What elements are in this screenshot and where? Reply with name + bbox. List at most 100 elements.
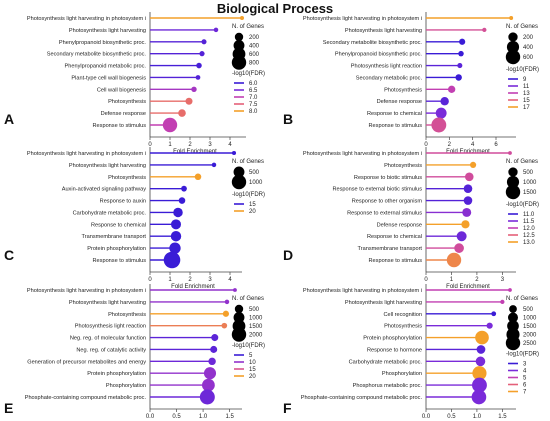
x-tick-label: 3 [208, 142, 212, 148]
lollipop-point [454, 243, 464, 253]
category-label: Response to hormone [367, 347, 422, 353]
size-legend-label: 2000 [523, 333, 537, 339]
x-tick-label: 0 [424, 142, 428, 148]
x-tick-label: 2 [188, 142, 192, 148]
lollipop-point [482, 27, 487, 33]
lollipop-point [199, 51, 205, 57]
color-legend-label: 3 [523, 362, 527, 368]
lollipop-point [469, 161, 477, 168]
panel-a: 0 1 2 3 4 Fold Enrichment Photosynthesis light… [4, 12, 265, 155]
x-tick-label: 1.0 [199, 414, 208, 420]
lollipop-point [221, 322, 228, 329]
lollipop-point [476, 345, 486, 354]
lollipop-point [462, 207, 472, 217]
x-tick-label: 3 [208, 277, 212, 283]
size-legend-dot [506, 40, 520, 54]
size-legend-label: 500 [249, 170, 260, 176]
size-legend-label: 1500 [523, 324, 537, 330]
category-label: Photosynthesis [108, 99, 146, 105]
category-label: Response to stimulus [369, 258, 423, 264]
category-label: Photosynthesis [384, 163, 422, 169]
size-legend-title: N. of Genes [506, 24, 538, 30]
lollipop-point [463, 196, 473, 205]
color-legend-label: 5 [249, 353, 253, 359]
color-legend-label: 10 [249, 360, 256, 366]
color-legend-label: 20 [249, 209, 256, 215]
lollipop-point [196, 62, 202, 69]
color-legend-label: 15 [523, 98, 530, 104]
color-legend-title: -log10(FDR) [506, 352, 539, 358]
lollipop-point [472, 366, 487, 381]
color-legend-label: 6.5 [249, 88, 258, 94]
lollipop-point [224, 299, 230, 305]
category-label: Photosynthesis [384, 87, 422, 93]
lollipop-point [201, 378, 215, 392]
category-label: Neg. reg. of molecular function [70, 336, 146, 342]
size-legend-label: 200 [249, 35, 260, 41]
x-tick-label: 1 [168, 142, 172, 148]
color-legend-label: 13.0 [523, 240, 535, 246]
panel-label: D [283, 247, 293, 263]
category-label: Photosynthesis [108, 312, 146, 318]
category-label: Phenylpropanoid biosynthetic proc. [59, 40, 147, 46]
x-axis-label: Fold Enrichment [171, 284, 215, 290]
lollipop-point [210, 345, 218, 353]
color-legend-label: 15 [249, 202, 256, 208]
size-legend-title: N. of Genes [232, 159, 264, 165]
category-label: Response to external biotic stimulus [332, 187, 422, 193]
lollipop-point [491, 311, 497, 317]
lollipop-point [169, 242, 181, 254]
category-label: Response to chemical [91, 222, 146, 228]
category-label: Photosynthesis light harvesting [345, 300, 422, 306]
size-legend-title: N. of Genes [506, 159, 538, 165]
category-label: Response to stimulus [93, 123, 147, 129]
category-label: Response to stimulus [369, 123, 423, 129]
color-legend-label: 5 [523, 376, 527, 382]
panel-c: 0 1 2 3 4 Fold Enrichment Photosynthesis light… [4, 147, 265, 290]
lollipop-point [475, 356, 486, 367]
category-label: Photosynthesis light harvesting in photo… [303, 288, 422, 294]
category-label: Response to stimulus [93, 258, 147, 264]
category-label: Defense response [377, 99, 422, 105]
size-legend-dot [508, 32, 518, 42]
x-tick-label: 4 [471, 142, 475, 148]
category-label: Defense response [377, 222, 422, 228]
color-legend-label: 7 [523, 390, 527, 396]
category-label: Protein phosphorylation [87, 371, 146, 377]
x-tick-label: 2 [188, 277, 192, 283]
color-legend-label: 12.0 [523, 226, 535, 232]
category-label: Photosynthesis light harvesting in photo… [27, 151, 146, 157]
x-tick-label: 4 [228, 277, 232, 283]
size-legend-label: 400 [249, 44, 260, 50]
panel-d: 0 1 2 3 Fold Enrichment Photosynthesis light … [283, 147, 539, 290]
x-tick-label: 0.5 [447, 414, 456, 420]
category-label: Phosphate-containing compound metabolic … [301, 395, 423, 401]
panel-e: 0.0 0.5 1.0 1.5 Fold Enrichment Photosynthesi… [4, 284, 265, 420]
lollipop-point [508, 288, 512, 292]
category-label: Phenylpropanoid metabolic proc. [65, 64, 147, 70]
size-legend-label: 1500 [523, 190, 537, 196]
category-label: Plant-type cell wall biogenesis [71, 75, 146, 81]
lollipop-point [435, 107, 447, 119]
panel-label: C [4, 247, 14, 263]
category-label: Cell recognition [383, 312, 422, 318]
color-legend-label: 12.5 [523, 233, 535, 239]
lollipop-point [208, 357, 216, 366]
x-axis-label: Fold Enrichment [446, 284, 490, 290]
size-legend-dot [506, 175, 520, 189]
size-legend-label: 200 [523, 35, 534, 41]
x-tick-label: 4 [228, 142, 232, 148]
color-legend-label: 17 [523, 105, 530, 111]
size-legend-dot [233, 166, 245, 178]
color-legend-label: 6 [523, 383, 527, 389]
size-legend-dot [234, 32, 244, 42]
lollipop-point [464, 172, 474, 182]
size-legend-label: 800 [249, 61, 260, 67]
panel-f: 0.0 0.5 1.0 1.5 Fold Enrichment Photosynthesi… [283, 284, 539, 420]
size-legend-dot [234, 304, 244, 314]
category-label: Photosynthesis light harvesting [69, 300, 146, 306]
lollipop-point [456, 231, 467, 242]
color-legend-title: -log10(FDR) [232, 71, 265, 77]
x-tick-label: 0 [148, 277, 152, 283]
category-label: Photosynthesis [108, 175, 146, 181]
